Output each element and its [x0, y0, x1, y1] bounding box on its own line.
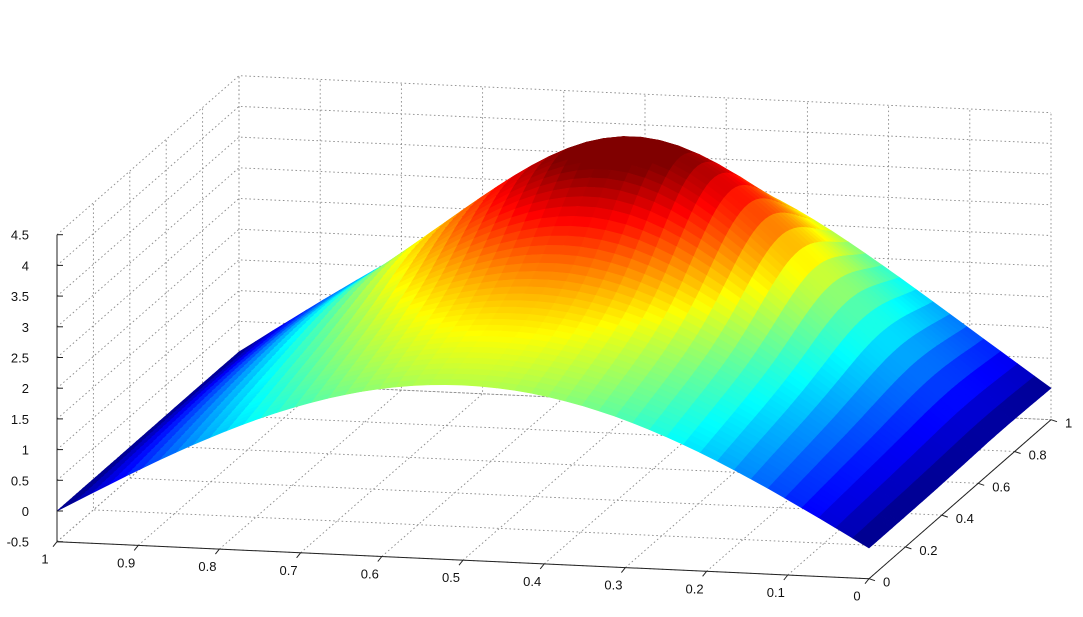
grid-line-x: [706, 105, 890, 572]
y-tick-mark: [868, 578, 876, 582]
y-tick-mark: [1014, 451, 1021, 454]
grid-line-z: [56, 382, 1052, 543]
grid-line-y: [165, 139, 979, 484]
y-tick-label: 0.8: [1029, 448, 1047, 463]
grid-line-y: [238, 75, 1052, 421]
y-tick-mark: [941, 514, 948, 518]
grid-line-z: [56, 228, 1052, 389]
grid-line-z: [56, 259, 1052, 420]
grid-line-z: [56, 136, 1052, 297]
x-tick-label: 0.1: [767, 585, 785, 600]
z-tick-label: 4: [22, 258, 29, 273]
y-axis-line: [868, 419, 1052, 580]
y-tick-label: 0.6: [992, 479, 1010, 494]
grid-line-z: [56, 75, 1052, 236]
z-tick-label: 0.5: [11, 473, 29, 488]
grid-line-z: [56, 290, 1052, 450]
x-tick-mark: [539, 563, 545, 570]
grid-line-z: [56, 198, 1052, 358]
x-tick-mark: [52, 541, 58, 548]
tick-labels: 1 0.9 0.8 0.7 0.6 0.5 0.4 0.3 0.2 0.1 0 0 0.2 0.4 0.6 0…: [7, 228, 1073, 604]
grid-line-y: [202, 107, 1015, 452]
x-tick-mark: [864, 578, 870, 585]
surface-patch: [56, 498, 78, 512]
z-tick-label: -0.5: [7, 535, 29, 550]
y-tick-mark: [978, 482, 985, 486]
grid-line-x: [625, 101, 808, 568]
x-tick-mark: [377, 556, 383, 562]
x-tick-label: 0.9: [117, 555, 135, 570]
z-tick-label: 1: [22, 443, 29, 458]
grid-line-x: [56, 75, 240, 543]
z-tick-label: 4.5: [11, 228, 29, 243]
x-tick-mark: [458, 559, 464, 566]
y-tick-label: 0: [883, 575, 890, 590]
surface: [56, 136, 1052, 549]
x-tick-label: 0.3: [604, 578, 622, 593]
z-tick-label: 3: [22, 320, 29, 335]
x-tick-label: 0.8: [198, 559, 216, 574]
x-tick-mark: [133, 545, 139, 551]
x-tick-mark: [215, 548, 220, 555]
x-tick-label: 0.6: [361, 567, 379, 582]
z-tick-label: 0: [22, 504, 29, 519]
grid-line-x: [137, 79, 321, 546]
z-tick-label: 1.5: [11, 412, 29, 427]
x-tick-label: 0: [853, 589, 860, 604]
x-tick-label: 0.2: [686, 581, 704, 596]
y-tick-mark: [905, 546, 912, 550]
grid-line-z: [56, 167, 1052, 328]
grid-line-z: [56, 105, 1052, 266]
grid-line-x: [219, 83, 402, 550]
grid-line-y: [129, 171, 942, 516]
grid-line-z: [56, 320, 1052, 481]
z-tick-label: 2.5: [11, 351, 29, 366]
y-tick-mark: [1050, 419, 1058, 423]
y-tick-label: 1: [1065, 416, 1072, 431]
grid-line-x: [300, 86, 484, 554]
x-tick-mark: [296, 552, 301, 559]
x-tick-label: 0.4: [523, 574, 541, 589]
x-tick-label: 0.5: [442, 570, 460, 585]
grid-line-y: [92, 202, 906, 548]
y-tick-label: 0.4: [956, 511, 974, 526]
x-tick-label: 0.7: [280, 563, 298, 578]
x-tick-label: 1: [41, 552, 48, 567]
z-tick-label: 3.5: [11, 289, 29, 304]
z-tick-label: 2: [22, 381, 29, 396]
x-tick-mark: [621, 567, 626, 573]
axes: [52, 234, 1058, 585]
x-tick-mark: [702, 570, 707, 577]
x-tick-mark: [783, 574, 789, 581]
y-tick-label: 0.2: [919, 543, 937, 558]
